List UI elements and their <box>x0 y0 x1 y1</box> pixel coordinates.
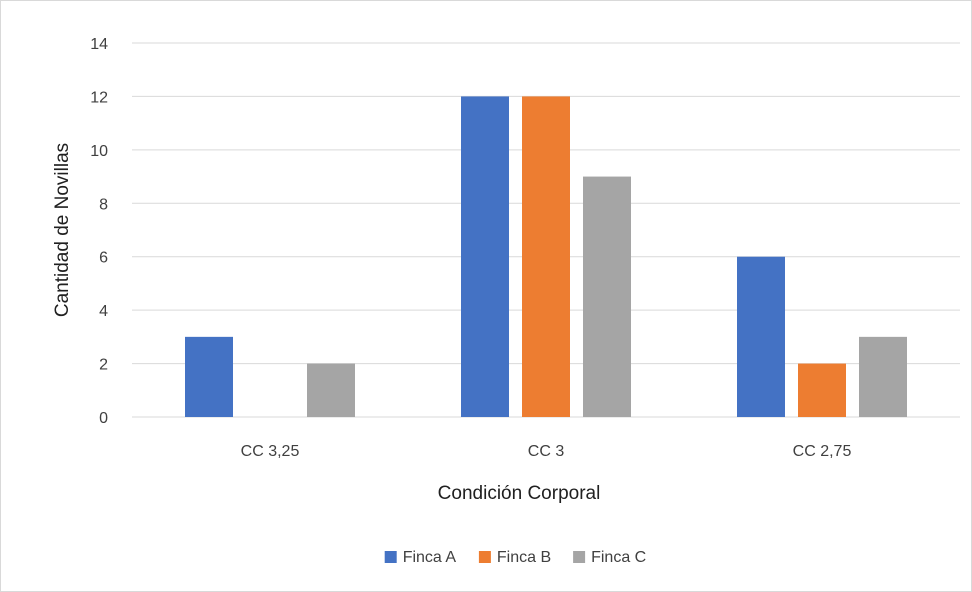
y-tick-label: 4 <box>99 303 108 320</box>
x-axis-title: Condición Corporal <box>438 483 601 504</box>
bar-finca-c <box>307 363 355 417</box>
bar-finca-a <box>185 336 233 417</box>
bar-finca-a <box>737 256 785 417</box>
y-tick-label: 6 <box>99 250 108 267</box>
y-tick-label: 8 <box>99 196 108 213</box>
y-tick-label: 12 <box>90 89 108 106</box>
bar-finca-c <box>583 176 631 417</box>
legend-swatch <box>478 551 491 563</box>
x-tick-label: CC 2,75 <box>793 443 852 460</box>
y-axis-title: Cantidad de Novillas <box>52 143 73 317</box>
bars <box>185 96 907 417</box>
y-tick-label: 2 <box>99 357 108 374</box>
bar-finca-a <box>461 96 509 417</box>
x-tick-label: CC 3 <box>528 443 565 460</box>
legend-swatch <box>573 551 586 563</box>
legend-label: Finca C <box>591 549 646 566</box>
legend-label: Finca B <box>497 549 551 566</box>
x-tick-label: CC 3,25 <box>241 443 300 460</box>
legend-label: Finca A <box>403 549 457 566</box>
legend-swatch <box>384 551 397 563</box>
bar-finca-c <box>859 336 907 417</box>
y-tick-label: 14 <box>90 36 108 53</box>
y-tick-label: 10 <box>90 143 108 160</box>
y-axis-ticks: 0 2 4 6 8 10 12 14 <box>90 36 108 427</box>
legend: Finca A Finca B Finca C <box>384 549 646 566</box>
y-tick-label: 0 <box>99 410 108 427</box>
x-axis-ticks: CC 3,25 CC 3 CC 2,75 <box>241 443 852 460</box>
bar-finca-b <box>798 363 846 417</box>
bar-finca-b <box>522 96 570 417</box>
